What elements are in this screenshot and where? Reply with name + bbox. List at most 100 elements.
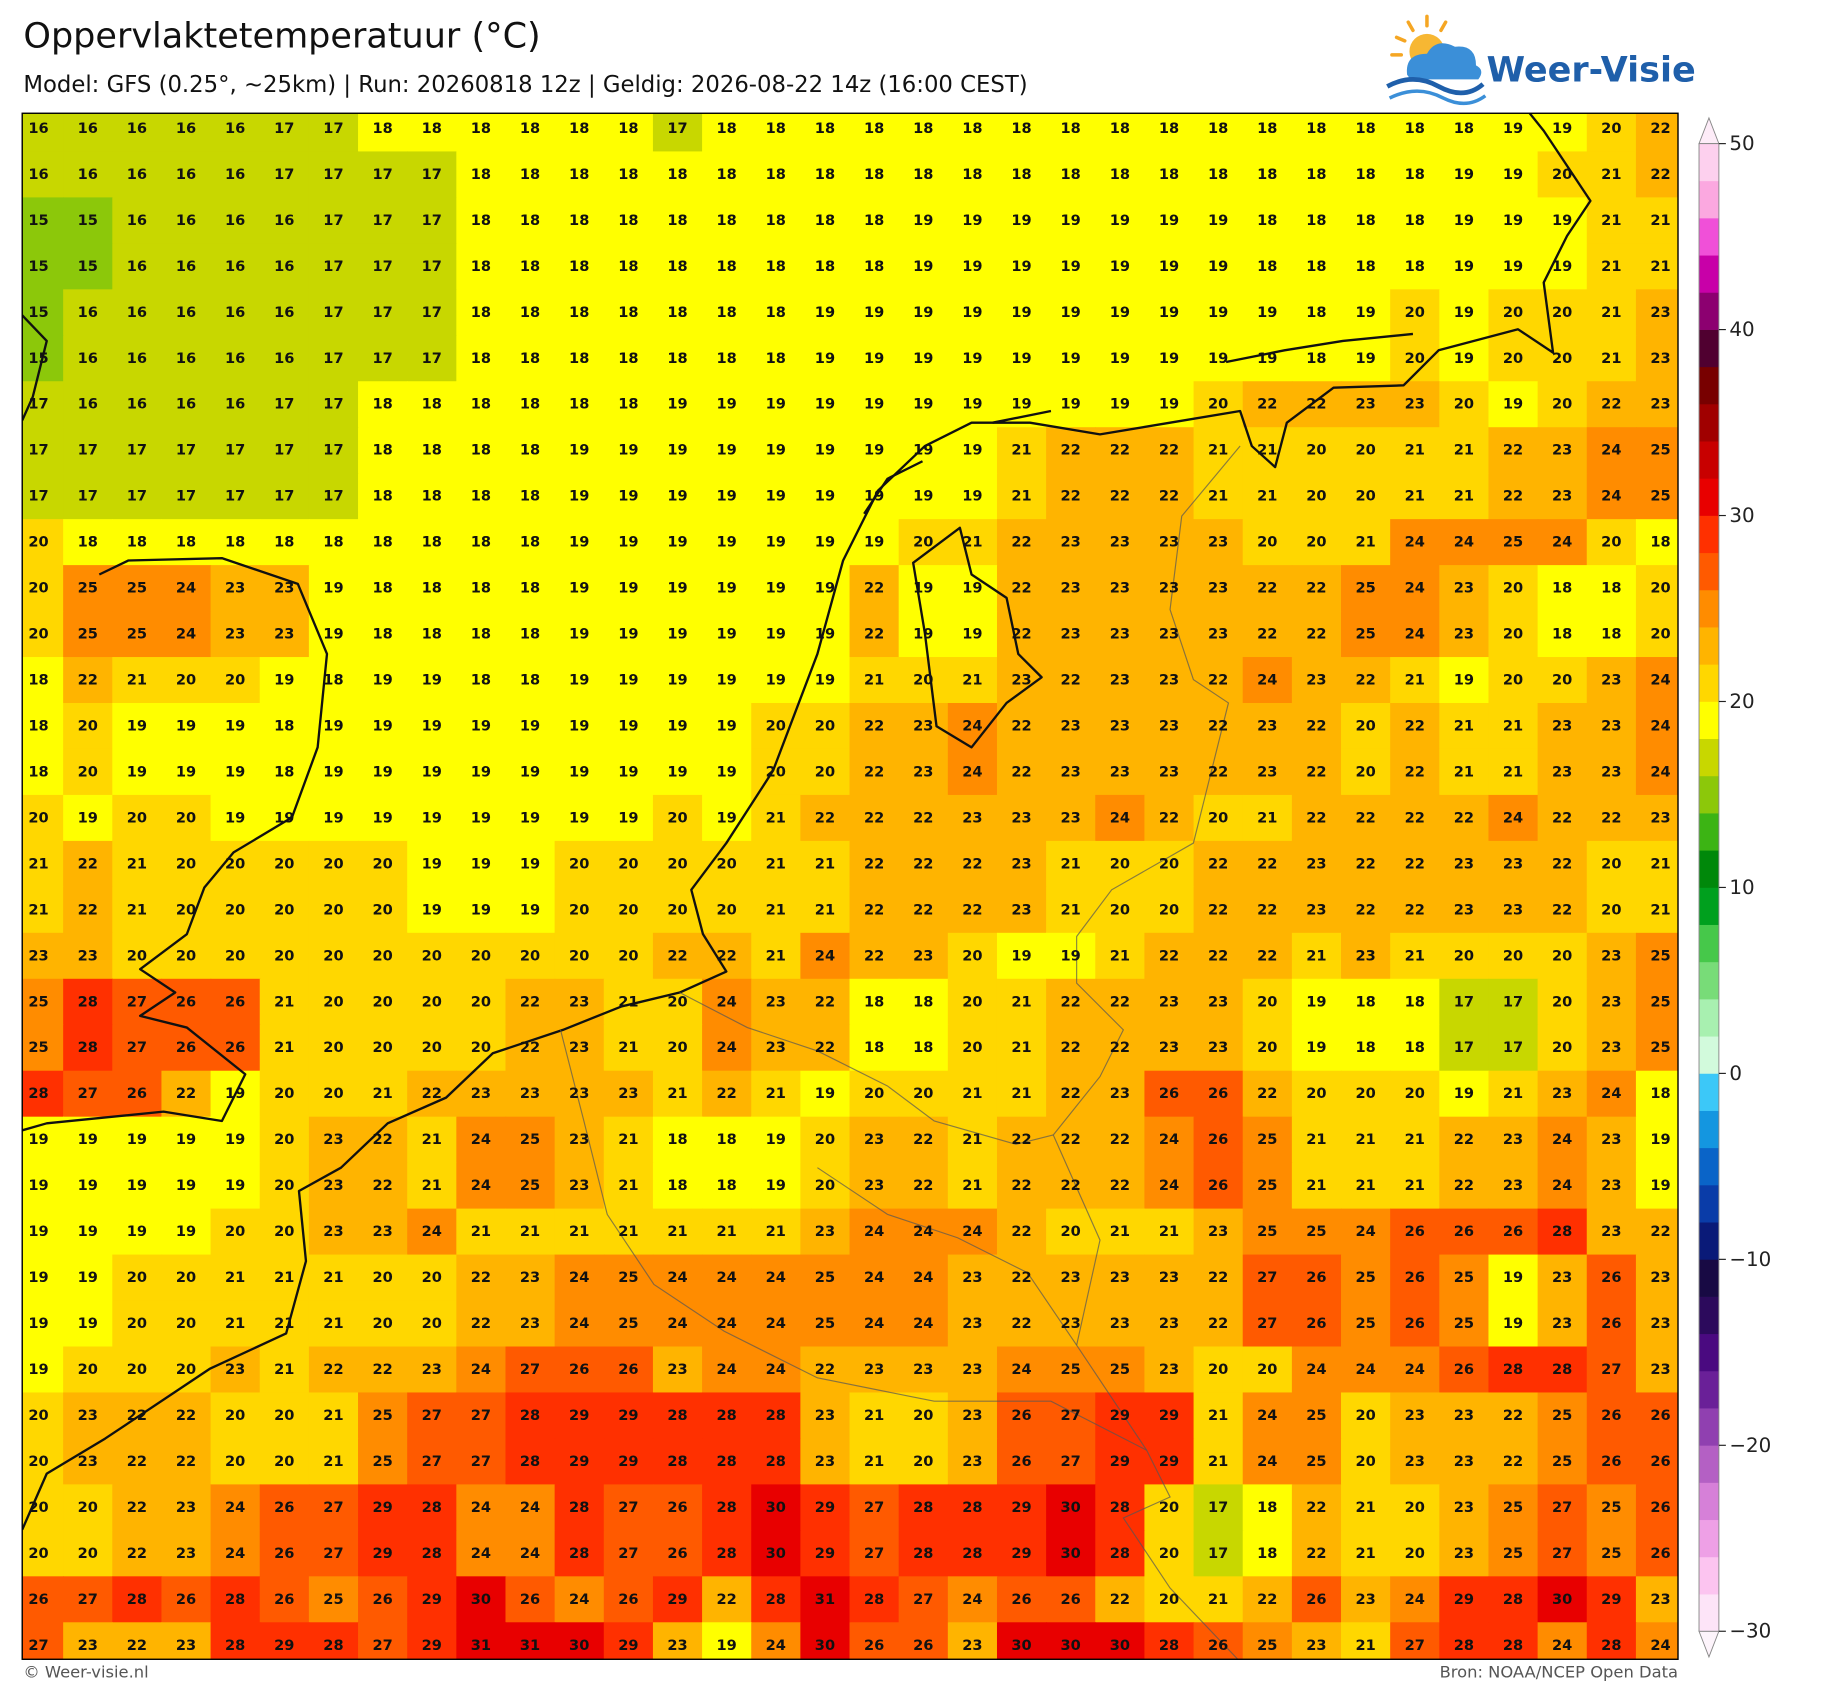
temperature-cell xyxy=(751,243,802,291)
temperature-cell xyxy=(22,794,64,842)
temperature-label: 22 xyxy=(1061,672,1081,689)
temperature-label: 16 xyxy=(78,350,98,367)
temperature-label: 16 xyxy=(127,396,147,413)
temperature-cell xyxy=(358,748,408,796)
temperature-label: 18 xyxy=(520,672,540,689)
temperature-label: 20 xyxy=(667,809,687,826)
temperature-cell xyxy=(652,243,703,291)
temperature-label: 19 xyxy=(1454,304,1474,321)
temperature-label: 20 xyxy=(372,855,392,872)
temperature-label: 23 xyxy=(864,1361,884,1378)
temperature-label: 21 xyxy=(667,1085,687,1102)
temperature-label: 26 xyxy=(225,1039,245,1056)
temperature-label: 21 xyxy=(28,855,48,872)
temperature-cell xyxy=(1144,702,1195,750)
temperature-cell xyxy=(112,565,163,612)
temperature-cell xyxy=(1635,243,1679,291)
temperature-cell xyxy=(1341,519,1391,566)
temperature-cell xyxy=(652,702,703,750)
temperature-cell xyxy=(259,1116,310,1164)
temperature-label: 23 xyxy=(323,1177,343,1194)
temperature-label: 20 xyxy=(667,1039,687,1056)
temperature-label: 22 xyxy=(1208,717,1228,734)
temperature-label: 30 xyxy=(1110,1637,1130,1654)
temperature-label: 19 xyxy=(864,488,884,505)
temperature-label: 20 xyxy=(1159,855,1179,872)
temperature-cell xyxy=(63,243,113,291)
temperature-label: 21 xyxy=(1601,304,1621,321)
temperature-cell xyxy=(1046,611,1096,658)
temperature-label: 17 xyxy=(78,442,98,459)
temperature-label: 19 xyxy=(667,626,687,643)
temperature-cell xyxy=(1242,197,1293,245)
temperature-label: 18 xyxy=(520,350,540,367)
temperature-cell xyxy=(1193,113,1244,153)
temperature-cell xyxy=(1439,151,1490,199)
temperature-label: 23 xyxy=(864,1177,884,1194)
temperature-label: 28 xyxy=(962,1545,982,1562)
temperature-cell xyxy=(1144,113,1195,153)
temperature-cell xyxy=(407,565,458,612)
temperature-label: 23 xyxy=(1159,993,1179,1010)
temperature-label: 23 xyxy=(766,1039,786,1056)
temperature-label: 24 xyxy=(1405,1591,1425,1608)
temperature-label: 20 xyxy=(471,1039,491,1056)
temperature-label: 21 xyxy=(127,855,147,872)
temperature-cell xyxy=(1144,886,1195,934)
temperature-label: 26 xyxy=(913,1637,933,1654)
temperature-label: 22 xyxy=(815,1039,835,1056)
temperature-cell xyxy=(308,335,359,382)
temperature-label: 23 xyxy=(1061,580,1081,597)
temperature-cell xyxy=(1095,886,1146,934)
temperature-cell xyxy=(112,113,163,153)
temperature-label: 21 xyxy=(127,901,147,918)
temperature-label: 21 xyxy=(766,901,786,918)
temperature-label: 20 xyxy=(274,901,294,918)
temperature-label: 18 xyxy=(618,120,638,137)
temperature-label: 29 xyxy=(1159,1453,1179,1470)
temperature-cell xyxy=(1537,1024,1588,1072)
temperature-label: 24 xyxy=(1503,809,1523,826)
temperature-label: 21 xyxy=(962,672,982,689)
temperature-label: 19 xyxy=(1306,993,1326,1010)
temperature-cell xyxy=(554,197,605,245)
colorbar-band xyxy=(1699,441,1719,479)
colorbar-tick-label: 20 xyxy=(1729,690,1754,713)
temperature-cell xyxy=(63,702,113,750)
temperature-label: 24 xyxy=(864,1223,884,1240)
temperature-label: 20 xyxy=(176,809,196,826)
temperature-cell xyxy=(751,1116,802,1164)
temperature-label: 22 xyxy=(1257,396,1277,413)
temperature-label: 23 xyxy=(1601,993,1621,1010)
temperature-label: 20 xyxy=(1355,442,1375,459)
temperature-label: 20 xyxy=(274,1085,294,1102)
temperature-cell xyxy=(1635,197,1679,245)
temperature-cell xyxy=(1586,978,1637,1026)
temperature-cell xyxy=(1341,381,1391,428)
temperature-cell xyxy=(407,794,458,842)
temperature-label: 18 xyxy=(569,212,589,229)
temperature-label: 20 xyxy=(127,1315,147,1332)
temperature-label: 23 xyxy=(1208,534,1228,551)
temperature-label: 22 xyxy=(962,855,982,872)
temperature-label: 27 xyxy=(372,1637,392,1654)
temperature-cell xyxy=(1537,427,1588,474)
temperature-label: 19 xyxy=(225,1177,245,1194)
temperature-cell xyxy=(259,381,310,428)
temperature-cell xyxy=(358,1162,408,1210)
temperature-cell xyxy=(1095,473,1146,520)
temperature-cell xyxy=(22,113,64,153)
temperature-label: 21 xyxy=(520,1223,540,1240)
temperature-label: 23 xyxy=(1355,1591,1375,1608)
temperature-label: 23 xyxy=(1110,534,1130,551)
temperature-label: 20 xyxy=(225,901,245,918)
temperature-label: 18 xyxy=(520,626,540,643)
temperature-label: 22 xyxy=(1159,488,1179,505)
temperature-label: 19 xyxy=(225,1131,245,1148)
temperature-label: 26 xyxy=(274,1499,294,1516)
temperature-label: 20 xyxy=(1159,901,1179,918)
temperature-label: 17 xyxy=(28,442,48,459)
temperature-label: 22 xyxy=(1011,1131,1031,1148)
temperature-cell xyxy=(1586,1116,1637,1164)
temperature-cell xyxy=(800,565,851,612)
